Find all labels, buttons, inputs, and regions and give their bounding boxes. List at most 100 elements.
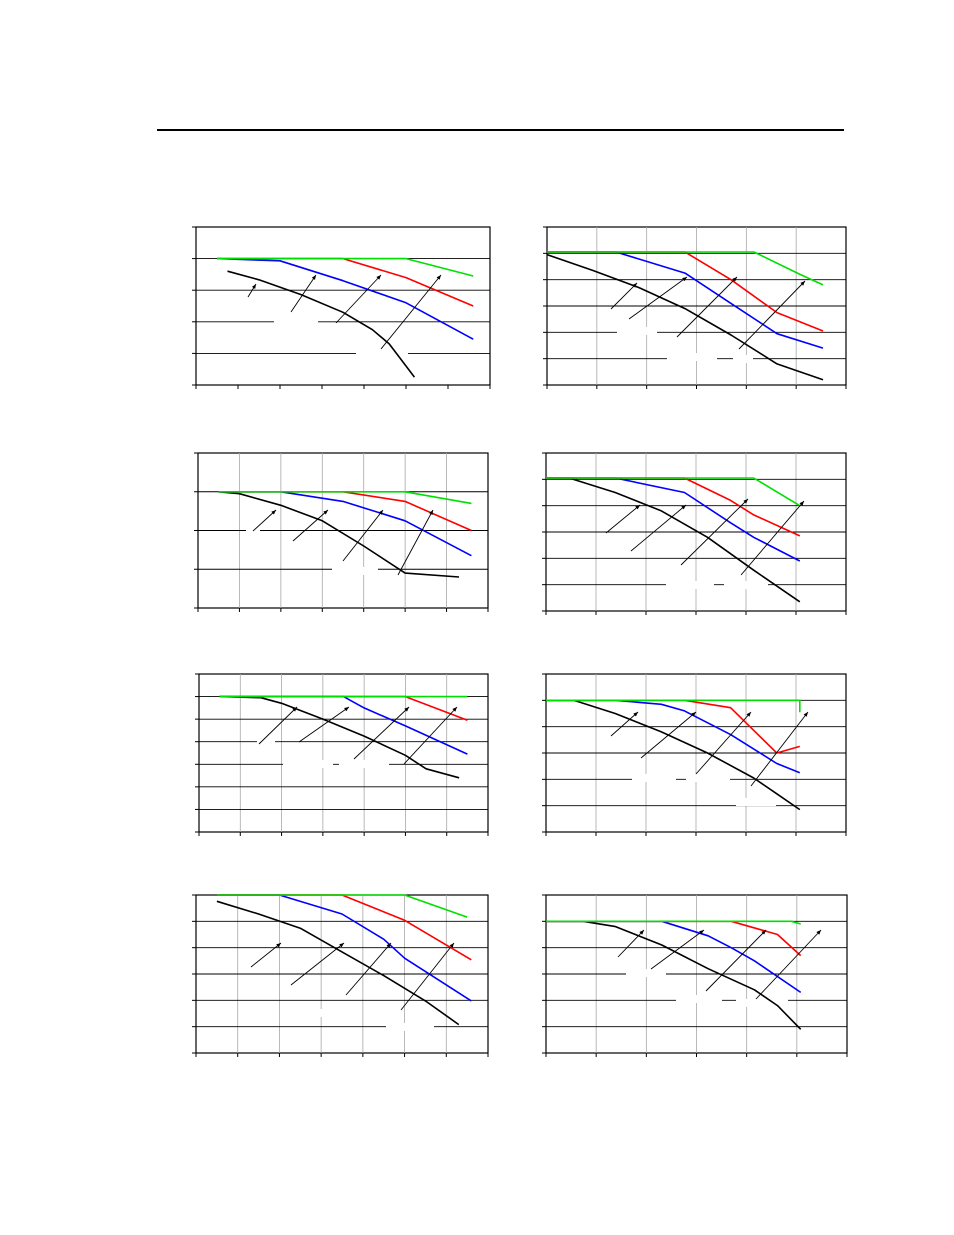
chart-svg (194, 452, 489, 612)
pointer-arrow (335, 274, 382, 324)
series-line-green (547, 251, 824, 286)
pointer-arrow (755, 929, 822, 1000)
label-gap (274, 319, 318, 327)
pointer-arrow (630, 504, 687, 552)
label-gap (736, 999, 788, 1007)
pointer-arrow (250, 942, 282, 968)
pointer-arrowhead (323, 510, 328, 515)
pointer-arrowhead (743, 499, 748, 504)
label-gap (736, 798, 776, 806)
pointer-arrow (610, 282, 638, 310)
chart-panel-3 (194, 452, 489, 615)
label-gap (386, 1023, 434, 1031)
chart-svg (192, 226, 491, 389)
header-rule (157, 129, 844, 131)
pointer-arrowhead (404, 707, 409, 712)
series-line-blue (216, 257, 474, 340)
chart-svg (542, 894, 848, 1057)
pointer-arrow (298, 706, 350, 743)
pointer-arrowhead (429, 510, 433, 515)
pointer-arrow (342, 509, 384, 562)
pointer-arrowhead (339, 943, 344, 948)
chart-svg (195, 673, 489, 836)
pointer-arrowhead (639, 930, 644, 935)
pointer-arrow (290, 274, 317, 313)
pointer-arrow (345, 942, 392, 996)
label-gap (686, 774, 730, 782)
pointer-arrowhead (344, 707, 349, 712)
plot-area (198, 673, 489, 833)
pointer-arrowhead (452, 707, 457, 712)
pointer-arrowhead (803, 712, 808, 717)
pointer-arrow (617, 929, 645, 958)
label-gap (356, 351, 408, 359)
chart-panel-4 (542, 452, 847, 618)
series-line-black (219, 695, 460, 779)
series-line-green (546, 920, 801, 925)
pointer-arrow (290, 942, 345, 986)
label-gap (257, 740, 275, 748)
label-gap (724, 581, 768, 589)
pointer-arrowhead (378, 510, 383, 515)
pointer-arrow (403, 706, 458, 765)
chart-panel-2 (543, 226, 847, 392)
pointer-arrowhead (761, 930, 766, 935)
pointer-arrow (640, 711, 697, 759)
pointer-arrowhead (681, 505, 686, 510)
pointer-arrow (740, 500, 805, 576)
chart-svg (543, 226, 847, 389)
pointer-arrow (252, 509, 277, 532)
series-line-black (546, 920, 802, 1030)
series-line-green (218, 490, 472, 505)
pointer-arrowhead (276, 943, 281, 948)
pointer-arrow (650, 929, 705, 970)
series-line-green (217, 257, 474, 277)
pointer-arrowhead (632, 283, 637, 288)
pointer-arrowhead (386, 943, 391, 948)
label-gap (246, 529, 260, 537)
pointer-arrowhead (799, 501, 804, 506)
pointer-arrow (676, 276, 738, 338)
label-gap (316, 1009, 352, 1017)
pointer-arrowhead (376, 275, 381, 280)
series-line-black (227, 270, 416, 378)
pointer-arrow (738, 280, 806, 350)
pointer-arrowhead (251, 284, 256, 289)
pointer-arrowhead (746, 712, 751, 717)
label-gap (676, 995, 722, 1003)
pointer-arrow (628, 276, 688, 320)
pointer-arrowhead (635, 505, 640, 510)
pointer-arrow (680, 498, 749, 566)
pointer-arrowhead (449, 943, 454, 948)
pointer-arrow (400, 942, 455, 1011)
pointer-arrowhead (816, 930, 821, 935)
chart-panel-8 (542, 894, 848, 1060)
pointer-arrowhead (732, 277, 737, 282)
pointer-arrowhead (633, 712, 638, 717)
pointer-arrow (380, 274, 442, 350)
series-line-green (546, 477, 801, 507)
chart-svg (192, 894, 489, 1057)
plot-area (195, 226, 491, 386)
series-line-black (216, 900, 460, 1026)
pointer-arrow (258, 706, 298, 745)
series-line-black (546, 699, 801, 811)
chart-panel-6 (542, 673, 847, 839)
pointer-arrowhead (800, 281, 805, 286)
label-gap (626, 969, 666, 977)
series-line-black (546, 253, 824, 381)
pointer-arrow (397, 509, 434, 576)
pointer-arrow (292, 509, 329, 542)
pointer-arrowhead (292, 707, 297, 712)
label-gap (617, 327, 657, 335)
chart-panel-1 (192, 226, 491, 392)
label-gap (667, 353, 717, 361)
chart-svg (542, 673, 847, 836)
pointer-arrow (750, 711, 809, 787)
label-gap (332, 567, 378, 575)
pointer-arrow (705, 929, 767, 992)
chart-svg (542, 452, 847, 615)
pointer-arrowhead (699, 930, 704, 935)
label-gap (339, 760, 389, 768)
